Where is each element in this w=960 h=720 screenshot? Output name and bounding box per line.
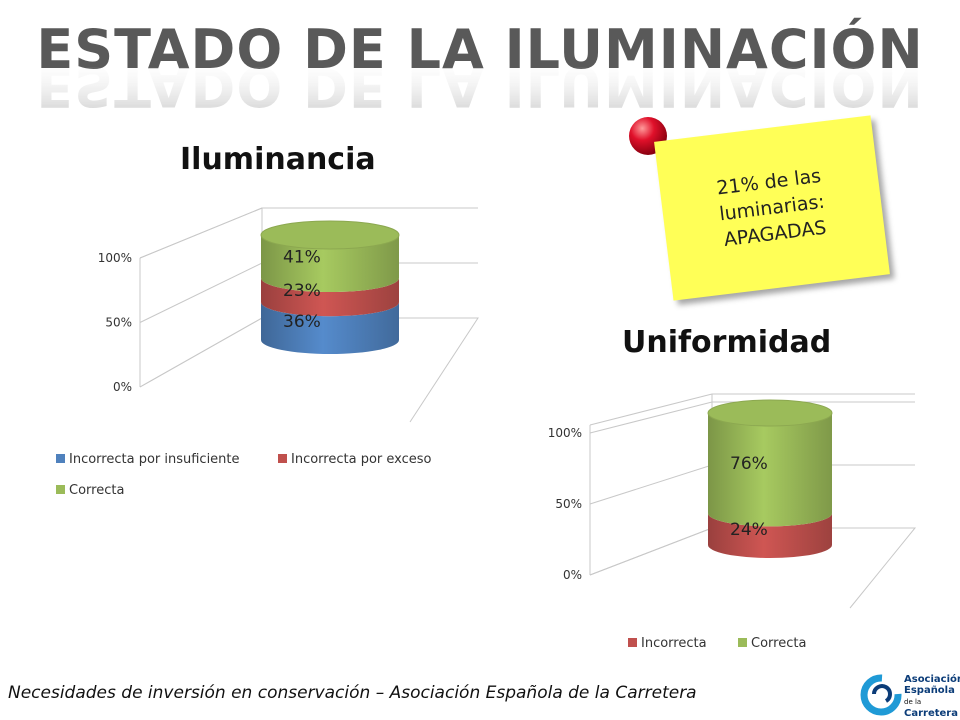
legend-entry: Correcta [751, 636, 806, 651]
legend-entry: Correcta [69, 483, 124, 498]
y-tick-label: 0% [113, 380, 132, 394]
page-title-reflection: ESTADO DE LA ILUMINACIÓN [36, 55, 923, 110]
gridline [589, 401, 915, 434]
legend-swatch [628, 638, 637, 647]
cylinder-segment-incorrecta [708, 513, 832, 558]
cylinder-top [260, 220, 400, 250]
data-label: 36% [283, 312, 321, 332]
legend-swatch [738, 638, 747, 647]
y-tick-label: 50% [555, 497, 582, 511]
cylinder-segment-correcta [708, 413, 832, 527]
logo-word-2: Española [904, 685, 955, 696]
iluminancia-chart: 0% 50% 100% 36% 23% 41% [98, 207, 479, 423]
sticky-note: 21% de las luminarias: APAGADAS [654, 115, 890, 301]
footer-text: Necesidades de inversión en conservación… [8, 683, 697, 703]
data-label: 23% [283, 281, 321, 301]
logo-word-3: Carretera [904, 708, 958, 719]
y-tick-label: 100% [98, 251, 132, 265]
gridline [139, 207, 478, 259]
chart-title-iluminancia: Iluminancia [180, 142, 376, 177]
iluminancia-legend: Incorrecta por insuficiente Incorrecta po… [56, 452, 432, 498]
cylinder-top [707, 399, 833, 427]
data-labels: 24% 76% [730, 454, 768, 540]
data-label: 24% [730, 520, 768, 540]
cylinder-segment-incorrecta-por-exceso [261, 278, 399, 317]
logo-text: Asociación Española de la Carretera [904, 674, 960, 719]
legend-entry: Incorrecta por exceso [291, 452, 432, 467]
uniformidad-chart: 0% 50% 100% 24% 76% [548, 393, 917, 609]
chart-title-uniformidad: Uniformidad [622, 325, 832, 360]
y-axis-ticks: 0% 50% 100% [98, 251, 132, 394]
cylinder-segment-correcta [261, 235, 399, 293]
logo-word-2b: de la [904, 698, 922, 706]
page-title-graphic: ESTADO DE LA ILUMINACIÓN ESTADO DE LA IL… [36, 18, 923, 110]
y-tick-label: 50% [105, 316, 132, 330]
stacked-cylinder [260, 220, 400, 354]
legend-entry: Incorrecta por insuficiente [69, 452, 240, 467]
side-wall-top [589, 393, 713, 426]
legend-entry: Incorrecta [641, 636, 707, 651]
page-title: ESTADO DE LA ILUMINACIÓN [36, 18, 923, 81]
y-tick-label: 0% [563, 568, 582, 582]
legend-swatch [56, 485, 65, 494]
y-tick-label: 100% [548, 426, 582, 440]
data-label: 76% [730, 454, 768, 474]
stacked-cylinder [707, 399, 833, 558]
logo-word-1: Asociación [904, 674, 960, 685]
uniformidad-legend: Incorrecta Correcta [628, 636, 806, 651]
y-axis-ticks: 0% 50% 100% [548, 426, 582, 582]
cylinder-segment-incorrecta-por-insuficiente [261, 302, 399, 354]
data-label: 41% [283, 248, 321, 268]
legend-swatch [56, 454, 65, 463]
aec-logo-icon [860, 674, 902, 716]
legend-swatch [278, 454, 287, 463]
data-labels: 36% 23% 41% [283, 248, 321, 333]
